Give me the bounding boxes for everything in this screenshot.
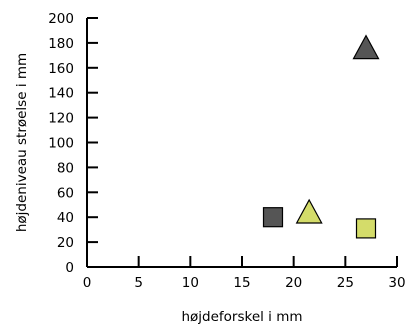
x-tick-label: 25 [337,275,354,291]
y-tick-label: 160 [48,61,74,77]
axes [86,18,397,268]
data-points [262,34,380,239]
y-tick-label: 180 [48,36,74,52]
y-tick-label: 120 [48,111,74,127]
data-point-triangle [352,34,380,60]
y-tick-label: 40 [57,210,74,226]
x-tick-label: 20 [285,275,302,291]
y-tick-label: 100 [48,136,74,152]
data-point-square [262,207,284,228]
x-tick-label: 5 [134,275,143,291]
x-tick-label: 30 [388,275,405,291]
y-axis-title: højdeniveau strøelse i mm [14,53,30,232]
data-point-square [355,218,377,239]
y-tick-label: 20 [57,235,74,251]
y-tick-label: 140 [48,86,74,102]
x-tick-label: 15 [233,275,250,291]
y-tick-label: 80 [57,160,74,176]
y-axis-ticks: 0 20 40 60 80 100 120 140 160 180 200 [48,11,98,276]
x-axis-title: højdeforskel i mm [181,309,302,325]
y-tick-label: 200 [48,11,74,27]
x-tick-label: 10 [182,275,199,291]
y-tick-label: 0 [65,260,74,276]
data-point-triangle [295,198,323,224]
x-axis-ticks: 0 5 10 15 20 25 30 [83,256,406,291]
x-tick-label: 0 [83,275,92,291]
y-tick-label: 60 [57,185,74,201]
